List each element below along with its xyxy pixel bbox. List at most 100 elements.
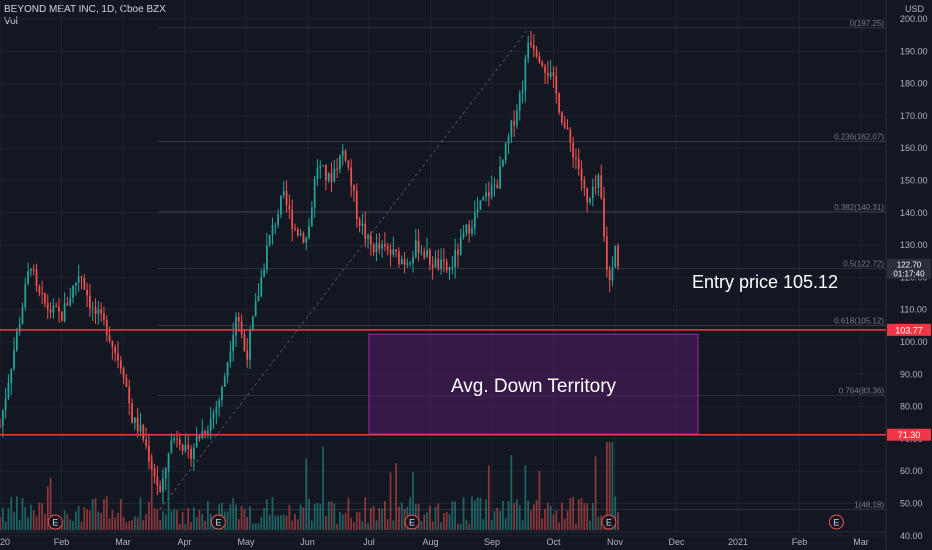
candle-body [63, 303, 66, 321]
candle-body [341, 150, 344, 156]
volume-bar [159, 520, 162, 530]
volume-bar [86, 509, 88, 530]
volume-bar [192, 507, 195, 530]
volume-bar [428, 505, 431, 530]
volume-bar [74, 511, 77, 530]
volume-bar [493, 510, 496, 530]
candle-body [274, 224, 277, 226]
volume-bar [361, 521, 364, 530]
volume-bar [91, 499, 94, 530]
volume-bar [108, 518, 111, 530]
candle-body [420, 251, 423, 253]
candle-body [406, 263, 409, 265]
volume-bar [426, 512, 428, 530]
candle-body [544, 66, 546, 73]
volume-bar [535, 500, 538, 530]
candle-body [398, 251, 400, 265]
volume-bar [13, 512, 15, 530]
candle-body [482, 197, 485, 201]
volume-bar [257, 523, 260, 530]
volume-bar [336, 523, 339, 530]
volume-bar [173, 509, 176, 530]
volume-bar [350, 517, 353, 530]
volume-bar [445, 512, 448, 530]
x-tick-label: 2021 [728, 537, 748, 547]
volume-bar [555, 510, 558, 530]
volume-bar [229, 504, 232, 530]
candle-body [58, 306, 60, 312]
price-line-tag-label: 103.77 [895, 325, 923, 335]
volume-bar [63, 510, 66, 530]
y-tick-label: 60.00 [900, 466, 923, 476]
candle-body [100, 309, 103, 314]
candle-body [195, 436, 198, 448]
volume-bar [608, 442, 611, 530]
candle-body [524, 58, 527, 91]
volume-bar [589, 520, 591, 530]
earnings-marker [601, 514, 617, 530]
volume-bar [552, 514, 555, 530]
candle-body [532, 44, 535, 50]
volume-bar [122, 516, 125, 530]
volume-bar [561, 502, 563, 530]
candle-body [296, 229, 299, 236]
candle-body [490, 185, 493, 197]
candle-body [577, 158, 580, 169]
candle-body [260, 276, 263, 296]
volume-bar [389, 472, 392, 530]
candle-body [105, 319, 108, 336]
volume-bar [322, 446, 324, 530]
volume-bar [339, 511, 341, 530]
volume-bar [249, 506, 251, 530]
earnings-marker-label: E [215, 518, 221, 528]
candle-body [77, 276, 80, 283]
volume-bar [546, 502, 549, 530]
volume-bar [358, 512, 361, 530]
candle-body [10, 368, 13, 384]
y-tick-label: 160.00 [900, 143, 928, 153]
candle-body [502, 160, 504, 167]
volume-bar [496, 507, 499, 530]
volume-bar [319, 503, 322, 530]
candle-body [176, 438, 178, 440]
candle-body [181, 444, 184, 451]
candle-body [608, 269, 611, 281]
volume-bar [499, 510, 501, 530]
candle-body [192, 447, 195, 459]
volume-bar [558, 522, 560, 530]
volume-bar [167, 459, 170, 530]
volume-bar [538, 470, 541, 530]
candle-body [395, 249, 398, 252]
candle-body [336, 168, 339, 170]
volume-bar [97, 511, 100, 530]
candle-body [375, 243, 378, 253]
volume-bar [437, 503, 440, 530]
y-tick-label: 200.00 [900, 14, 928, 24]
volume-bar [417, 503, 420, 530]
candle-body [510, 121, 513, 137]
volume-bar [398, 506, 400, 530]
candle-body [476, 209, 479, 213]
volume-bar [569, 498, 572, 530]
volume-bar [181, 511, 184, 530]
candle-body [167, 453, 170, 469]
candle-body [117, 353, 119, 361]
volume-bar [409, 497, 412, 530]
volume-bar [49, 477, 52, 530]
candle-body [249, 329, 251, 360]
candle-body [226, 362, 229, 377]
candle-body [257, 295, 260, 302]
chart-title: BEYOND MEAT INC, 1D, Cboe BZX [4, 4, 166, 15]
candle-body [69, 298, 72, 306]
candle-body [150, 461, 153, 469]
candle-body [294, 228, 296, 230]
volume-bar [145, 514, 147, 530]
candle-body [139, 424, 142, 432]
candle-body [190, 448, 192, 459]
candle-body [583, 180, 586, 188]
volume-bar [246, 517, 249, 530]
volume-bar [266, 499, 268, 530]
volume-bar [7, 508, 10, 530]
